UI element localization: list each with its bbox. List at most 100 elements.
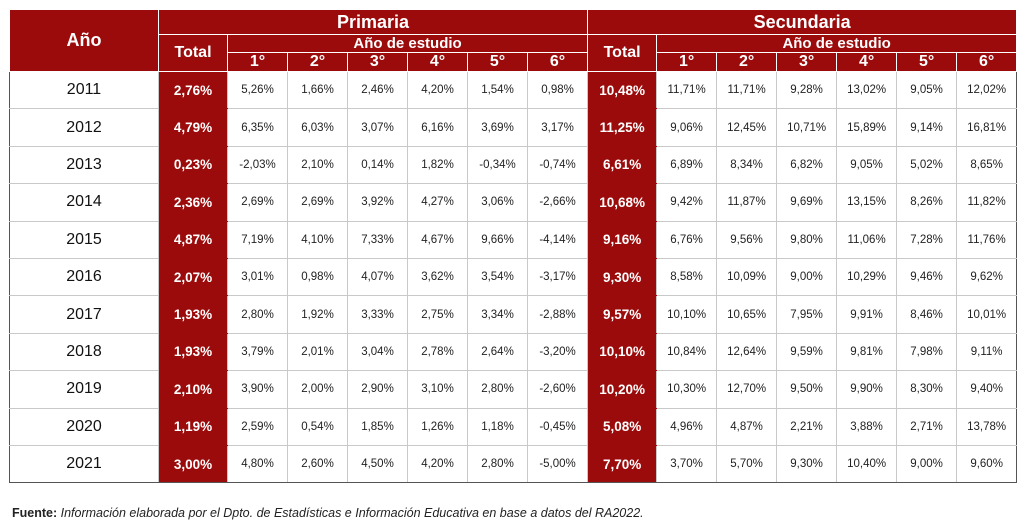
primaria-grade-header: 2° (287, 52, 348, 72)
primaria-group-header: Primaria (157, 9, 589, 35)
secundaria-grade-cell: 9,80% (776, 221, 837, 259)
secundaria-grade-cell: 2,71% (896, 408, 957, 446)
primaria-grade-cell: 3,92% (347, 183, 408, 222)
table-row: 2015 4,87% 7,19% 4,10% 7,33% 4,67% 9,66% -4,14%… (9, 221, 1018, 259)
year-cell: 2014 (9, 183, 159, 222)
table-row: 2014 2,36% 2,69% 2,69% 3,92% 4,27% 3,06% -2,66%… (9, 183, 1018, 222)
primaria-grade-cell: -0,34% (467, 146, 528, 185)
primaria-grade-header: 5° (467, 52, 528, 72)
primaria-grade-cell: 2,80% (467, 445, 528, 484)
primaria-grade-cell: 2,00% (287, 370, 348, 409)
secundaria-total-cell: 6,61% (587, 146, 657, 185)
primaria-grade-cell: 2,60% (287, 445, 348, 484)
secundaria-grade-cell: 3,88% (836, 408, 897, 446)
secundaria-grade-cell: 7,98% (896, 333, 957, 372)
secundaria-grade-cell: 9,05% (896, 71, 957, 110)
secundaria-grade-cell: 3,70% (656, 445, 717, 484)
primaria-grade-cell: 3,90% (227, 370, 288, 409)
secundaria-grade-cell: 15,89% (836, 108, 897, 147)
primaria-grade-cell: 4,07% (347, 258, 408, 297)
secundaria-grade-cell: 10,01% (956, 295, 1018, 334)
secundaria-grade-cell: 5,70% (716, 445, 777, 484)
year-cell: 2011 (9, 71, 159, 110)
primaria-grade-cell: 2,10% (287, 146, 348, 185)
year-cell: 2019 (9, 370, 159, 409)
primaria-grade-cell: 9,66% (467, 221, 528, 259)
secundaria-grade-cell: 8,46% (896, 295, 957, 334)
secundaria-grade-cell: 13,15% (836, 183, 897, 222)
primaria-grade-cell: -3,17% (526, 258, 588, 297)
primaria-grade-cell: 4,67% (407, 221, 468, 259)
primaria-total-cell: 2,10% (158, 370, 228, 409)
primaria-grade-cell: 7,19% (227, 221, 288, 259)
primaria-grade-cell: 1,92% (287, 295, 348, 334)
secundaria-grade-cell: 9,69% (776, 183, 837, 222)
year-cell: 2020 (9, 408, 159, 446)
primaria-grade-cell: -0,45% (526, 408, 588, 446)
primaria-total-cell: 1,19% (158, 408, 228, 446)
primaria-grade-header: 1° (227, 52, 288, 72)
secundaria-grade-cell: 9,90% (836, 370, 897, 409)
table-row: 2012 4,79% 6,35% 6,03% 3,07% 6,16% 3,69% 3,17% 1… (9, 108, 1018, 147)
table-row: 2013 0,23% -2,03% 2,10% 0,14% 1,82% -0,34% -0,7… (9, 146, 1018, 185)
primaria-grade-header: 4° (407, 52, 468, 72)
secundaria-grade-cell: 9,91% (836, 295, 897, 334)
year-cell: 2015 (9, 221, 159, 259)
secundaria-total-cell: 10,68% (587, 183, 657, 222)
secundaria-grade-cell: 10,10% (656, 295, 717, 334)
primaria-grade-cell: 3,34% (467, 295, 528, 334)
primaria-grade-cell: 3,69% (467, 108, 528, 147)
table-row: 2018 1,93% 3,79% 2,01% 3,04% 2,78% 2,64% -3,20%… (9, 333, 1018, 372)
primaria-grade-cell: 6,03% (287, 108, 348, 147)
primaria-grade-cell: 3,04% (347, 333, 408, 372)
source-note: Fuente: Información elaborada por el Dpt… (12, 506, 644, 520)
year-cell: 2018 (9, 333, 159, 372)
primaria-grade-cell: 1,66% (287, 71, 348, 110)
primaria-grade-cell: 2,90% (347, 370, 408, 409)
secundaria-grade-cell: 11,76% (956, 221, 1018, 259)
primaria-grade-cell: 0,54% (287, 408, 348, 446)
secundaria-grade-cell: 9,05% (836, 146, 897, 185)
secundaria-grade-cell: 9,11% (956, 333, 1018, 372)
secundaria-grade-cell: 8,34% (716, 146, 777, 185)
secundaria-grade-cell: 10,09% (716, 258, 777, 297)
primaria-grade-cell: 4,27% (407, 183, 468, 222)
primaria-total-cell: 2,36% (158, 183, 228, 222)
secundaria-grade-cell: 8,58% (656, 258, 717, 297)
secundaria-total-cell: 9,30% (587, 258, 657, 297)
primaria-grade-cell: 2,01% (287, 333, 348, 372)
secundaria-grade-cell: 13,02% (836, 71, 897, 110)
primaria-grade-cell: 1,82% (407, 146, 468, 185)
primaria-grade-cell: 1,54% (467, 71, 528, 110)
secundaria-grade-cell: 11,82% (956, 183, 1018, 222)
secundaria-grade-cell: 4,96% (656, 408, 717, 446)
secundaria-total-cell: 10,48% (587, 71, 657, 110)
secundaria-grade-cell: 13,78% (956, 408, 1018, 446)
primaria-grade-cell: 2,78% (407, 333, 468, 372)
year-cell: 2021 (9, 445, 159, 484)
year-cell: 2012 (9, 108, 159, 147)
primaria-grade-cell: 3,33% (347, 295, 408, 334)
primaria-total-cell: 1,93% (158, 295, 228, 334)
data-table: Año Primaria Secundaria Total Año de est… (9, 9, 1018, 484)
primaria-total-cell: 4,87% (158, 221, 228, 259)
secundaria-grade-cell: 10,29% (836, 258, 897, 297)
year-cell: 2013 (9, 146, 159, 185)
primaria-grade-cell: 2,46% (347, 71, 408, 110)
secundaria-grade-cell: 9,06% (656, 108, 717, 147)
secundaria-grade-cell: 8,65% (956, 146, 1018, 185)
secundaria-total-cell: 9,57% (587, 295, 657, 334)
primaria-total-cell: 2,76% (158, 71, 228, 110)
secundaria-grade-cell: 9,42% (656, 183, 717, 222)
primaria-grade-cell: 3,07% (347, 108, 408, 147)
secundaria-grade-header: 2° (716, 52, 778, 72)
table-body: 2011 2,76% 5,26% 1,66% 2,46% 4,20% 1,54% 0,98% 1… (9, 71, 1018, 484)
primaria-grade-cell: 4,80% (227, 445, 288, 484)
secundaria-grade-cell: 9,50% (776, 370, 837, 409)
primaria-total-cell: 0,23% (158, 146, 228, 185)
primaria-grade-header: 6° (526, 52, 589, 72)
primaria-grade-cell: -2,88% (526, 295, 588, 334)
secundaria-grade-cell: 10,84% (656, 333, 717, 372)
primaria-grade-cell: 3,79% (227, 333, 288, 372)
secundaria-grade-cell: 16,81% (956, 108, 1018, 147)
